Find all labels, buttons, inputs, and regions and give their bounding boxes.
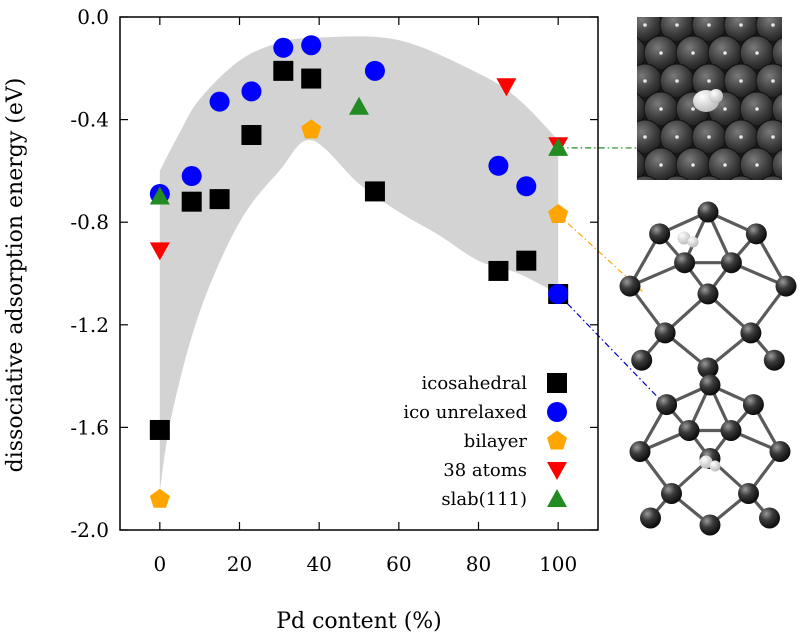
data-point-ico-unrelaxed bbox=[273, 37, 294, 58]
y-tick-label: 0.0 bbox=[77, 5, 109, 29]
x-tick-label: 0 bbox=[153, 552, 166, 576]
connector-icosahedral-cluster bbox=[557, 293, 673, 413]
data-point-bilayer bbox=[149, 488, 170, 508]
legend-label: ico unrelaxed bbox=[403, 402, 527, 423]
x-tick-label: 60 bbox=[386, 552, 411, 576]
legend-marker bbox=[547, 430, 567, 450]
data-point-icosahedral bbox=[181, 191, 202, 212]
data-point-ico-unrelaxed bbox=[241, 81, 262, 102]
legend-label: slab(111) bbox=[441, 489, 527, 510]
y-tick-label: -1.2 bbox=[70, 313, 109, 337]
data-point-icosahedral bbox=[149, 419, 170, 440]
data-point-icosahedral bbox=[209, 189, 230, 210]
data-point-ico-unrelaxed bbox=[364, 60, 385, 81]
data-point-icosahedral bbox=[241, 124, 262, 145]
data-point-bilayer bbox=[301, 119, 322, 139]
data-point-ico-unrelaxed bbox=[209, 91, 230, 112]
data-point-icosahedral bbox=[488, 260, 509, 281]
data-point-38-atoms bbox=[149, 242, 170, 261]
legend-marker bbox=[547, 489, 567, 507]
data-point-slab-111 bbox=[349, 96, 369, 115]
y-tick-label: -1.6 bbox=[70, 415, 109, 439]
x-tick-label: 80 bbox=[466, 552, 491, 576]
data-point-slab-111 bbox=[548, 137, 569, 156]
legend-marker bbox=[547, 462, 567, 480]
x-axis-title: Pd content (%) bbox=[276, 609, 442, 634]
data-point-bilayer bbox=[548, 204, 569, 223]
y-axis-title: dissociative adsorption energy (eV) bbox=[3, 78, 28, 473]
x-tick-label: 40 bbox=[306, 552, 331, 576]
data-point-icosahedral bbox=[273, 60, 294, 81]
y-tick-label: -2.0 bbox=[70, 518, 109, 542]
plot-frame bbox=[119, 16, 599, 531]
data-point-ico-unrelaxed bbox=[301, 35, 322, 56]
data-point-ico-unrelaxed bbox=[488, 155, 509, 176]
shaded-range-region bbox=[159, 36, 559, 492]
data-point-icosahedral bbox=[301, 68, 322, 89]
data-point-slab-111 bbox=[149, 186, 170, 205]
legend-label: 38 atoms bbox=[443, 460, 527, 481]
slab-structure-image bbox=[637, 17, 782, 180]
x-tick-label: 20 bbox=[227, 552, 252, 576]
data-point-ico-unrelaxed bbox=[181, 166, 202, 187]
data-point-icosahedral bbox=[516, 250, 537, 271]
legend-marker bbox=[547, 402, 567, 422]
icosahedral-cluster-image bbox=[629, 374, 791, 536]
y-tick-label: -0.4 bbox=[70, 108, 109, 132]
x-tick-label: 100 bbox=[539, 552, 577, 576]
data-point-ico-unrelaxed bbox=[548, 284, 569, 305]
y-tick-label: -0.8 bbox=[70, 210, 109, 234]
data-point-38-atoms bbox=[496, 78, 517, 97]
legend-marker bbox=[547, 373, 567, 393]
data-point-icosahedral bbox=[364, 181, 385, 202]
legend-label: bilayer bbox=[464, 431, 528, 452]
legend-label: icosahedral bbox=[421, 373, 527, 394]
bilayer-cluster-image bbox=[619, 201, 797, 379]
data-point-ico-unrelaxed bbox=[516, 176, 537, 197]
